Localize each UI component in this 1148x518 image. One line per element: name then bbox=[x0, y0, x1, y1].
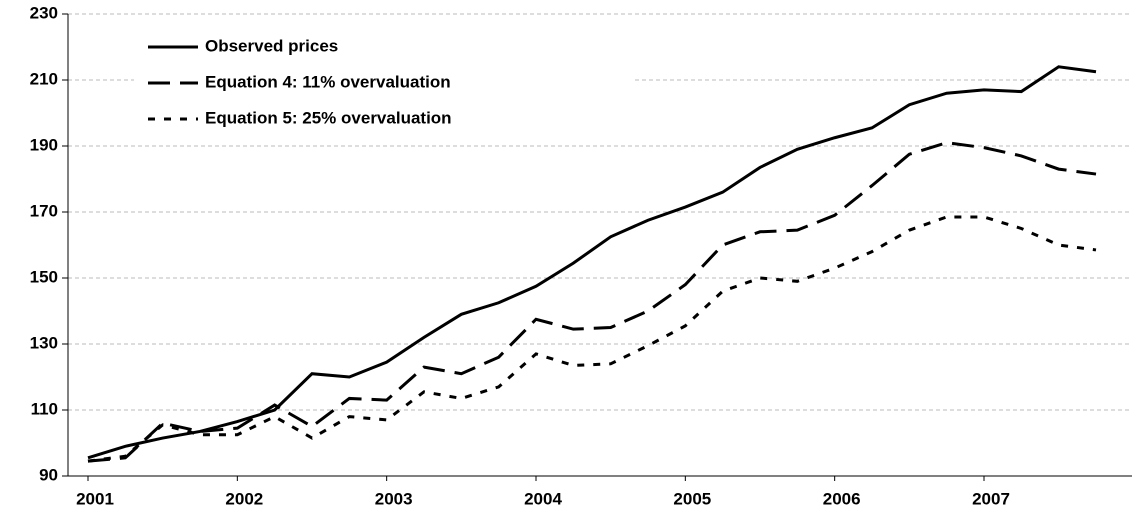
y-tick-label: 210 bbox=[30, 69, 58, 88]
x-tick-label: 2007 bbox=[972, 489, 1010, 508]
series-line bbox=[87, 65, 1097, 460]
y-tick-label: 170 bbox=[30, 201, 58, 220]
legend-box bbox=[134, 30, 634, 138]
y-tick-label: 150 bbox=[30, 267, 58, 286]
legend-label: Observed prices bbox=[205, 36, 338, 55]
x-tick-label: 2005 bbox=[673, 489, 711, 508]
y-tick-label: 90 bbox=[39, 465, 58, 484]
x-tick-label: 2004 bbox=[524, 489, 562, 508]
x-tick-label: 2001 bbox=[76, 489, 114, 508]
legend-label: Equation 5: 25% overvaluation bbox=[205, 108, 452, 127]
legend-label: Equation 4: 11% overvaluation bbox=[205, 72, 451, 91]
y-tick-label: 110 bbox=[31, 399, 58, 418]
x-tick-label: 2006 bbox=[823, 489, 861, 508]
x-tick-label: 2003 bbox=[375, 489, 413, 508]
y-tick-label: 230 bbox=[30, 3, 58, 22]
series-line bbox=[87, 141, 1097, 463]
x-tick-label: 2002 bbox=[225, 489, 263, 508]
series-line bbox=[87, 215, 1097, 463]
y-tick-label: 130 bbox=[30, 333, 58, 352]
y-tick-label: 190 bbox=[30, 135, 58, 154]
